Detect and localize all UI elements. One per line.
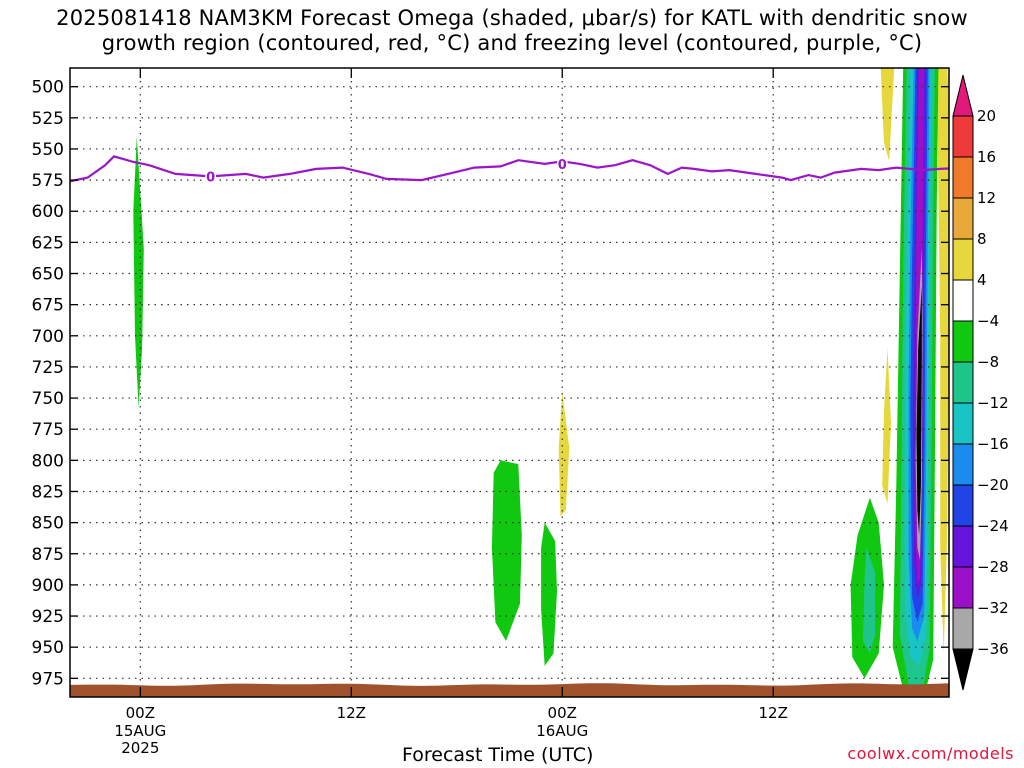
colorbar-cell-9 bbox=[952, 443, 974, 486]
y-tick-label-700: 700 bbox=[32, 327, 64, 347]
y-tick-label-625: 625 bbox=[32, 233, 64, 253]
y-tick-label-650: 650 bbox=[32, 265, 64, 285]
omega-region-18 bbox=[916, 286, 922, 536]
plot-area: 00 bbox=[70, 68, 995, 697]
y-tick-label-775: 775 bbox=[32, 420, 64, 440]
y-tick-label-850: 850 bbox=[32, 514, 64, 534]
colorbar-cell-1 bbox=[952, 115, 974, 158]
y-tick-label-800: 800 bbox=[32, 451, 64, 471]
colorbar-cell-13 bbox=[952, 607, 974, 650]
colorbar-cell-12 bbox=[952, 566, 974, 609]
y-tick-label-525: 525 bbox=[32, 109, 64, 129]
x-tick-label-0: 00Z bbox=[126, 704, 155, 722]
omega-region-5 bbox=[862, 547, 876, 654]
omega-region-2 bbox=[541, 522, 557, 666]
x-tick-sublabel-0-0: 15AUG bbox=[114, 722, 166, 740]
colorbar-cell-6 bbox=[952, 320, 974, 363]
omega-region-7 bbox=[880, 68, 895, 162]
omega-region-8 bbox=[936, 68, 949, 654]
colorbar-cell-5 bbox=[952, 279, 974, 322]
omega-region-6 bbox=[882, 348, 891, 504]
y-tick-label-825: 825 bbox=[32, 482, 64, 502]
terrain-band bbox=[70, 683, 949, 697]
y-tick-label-500: 500 bbox=[32, 78, 64, 98]
omega-region-1 bbox=[491, 460, 522, 641]
y-tick-label-550: 550 bbox=[32, 140, 64, 160]
colorbar-cell-8 bbox=[952, 402, 974, 445]
colorbar-label-1: 16 bbox=[977, 148, 996, 166]
x-tick-label-2: 00Z bbox=[548, 704, 577, 722]
colorbar-label-6: −8 bbox=[977, 353, 999, 371]
credit-link[interactable]: coolwx.com/models bbox=[847, 744, 1014, 763]
colorbar-label-13: −36 bbox=[977, 640, 1009, 658]
x-tick-label-3: 12Z bbox=[759, 704, 788, 722]
colorbar-label-3: 8 bbox=[977, 230, 987, 248]
x-tick-sublabel-2-0: 16AUG bbox=[536, 722, 588, 740]
omega-region-3 bbox=[558, 391, 570, 517]
colorbar-label-11: −28 bbox=[977, 558, 1009, 576]
omega-region-9 bbox=[988, 224, 995, 280]
colorbar-label-10: −24 bbox=[977, 517, 1009, 535]
colorbar-label-9: −20 bbox=[977, 476, 1009, 494]
plot-frame bbox=[69, 67, 950, 698]
colorbar-label-8: −16 bbox=[977, 435, 1009, 453]
y-tick-label-950: 950 bbox=[32, 638, 64, 658]
x-tick-label-1: 12Z bbox=[337, 704, 366, 722]
omega-region-0 bbox=[133, 136, 144, 408]
y-tick-label-725: 725 bbox=[32, 358, 64, 378]
chart-title: 2025081418 NAM3KM Forecast Omega (shaded… bbox=[0, 6, 1024, 56]
colorbar-label-0: 20 bbox=[977, 107, 996, 125]
colorbar-label-2: 12 bbox=[977, 189, 996, 207]
colorbar-cell-7 bbox=[952, 361, 974, 404]
colorbar-label-12: −32 bbox=[977, 599, 1009, 617]
colorbar-cell-10 bbox=[952, 484, 974, 527]
y-tick-label-900: 900 bbox=[32, 576, 64, 596]
colorbar-cell-0 bbox=[952, 74, 974, 117]
freezing-level-line bbox=[70, 155, 949, 183]
colorbar-label-4: 4 bbox=[977, 271, 987, 289]
chart-title-line1: 2025081418 NAM3KM Forecast Omega (shaded… bbox=[56, 6, 968, 30]
colorbar-cell-3 bbox=[952, 197, 974, 240]
y-tick-label-675: 675 bbox=[32, 296, 64, 316]
colorbar-label-7: −12 bbox=[977, 394, 1009, 412]
y-tick-label-975: 975 bbox=[32, 669, 64, 689]
colorbar-cell-2 bbox=[952, 156, 974, 199]
freezing-level-label-1: 0 bbox=[558, 158, 567, 173]
colorbar-cell-4 bbox=[952, 238, 974, 281]
y-tick-label-575: 575 bbox=[32, 171, 64, 191]
colorbar-label-5: −4 bbox=[977, 312, 999, 330]
y-tick-label-750: 750 bbox=[32, 389, 64, 409]
y-tick-label-600: 600 bbox=[32, 202, 64, 222]
colorbar-cell-14 bbox=[952, 648, 974, 691]
freezing-level-label-0: 0 bbox=[206, 170, 215, 185]
y-tick-label-875: 875 bbox=[32, 545, 64, 565]
x-axis-label: Forecast Time (UTC) bbox=[402, 744, 594, 766]
chart-title-line2: growth region (contoured, red, °C) and f… bbox=[101, 31, 923, 55]
y-tick-label-925: 925 bbox=[32, 607, 64, 627]
x-tick-sublabel-0-1: 2025 bbox=[121, 739, 159, 757]
colorbar-cell-11 bbox=[952, 525, 974, 568]
